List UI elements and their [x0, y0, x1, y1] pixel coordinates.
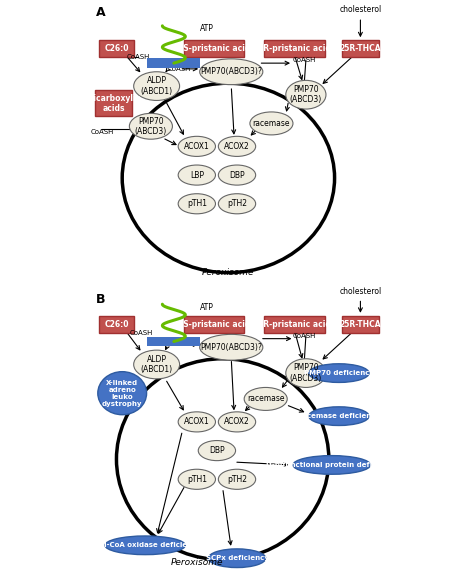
- Ellipse shape: [208, 549, 266, 568]
- FancyBboxPatch shape: [184, 40, 244, 57]
- Text: CoASH: CoASH: [169, 342, 193, 347]
- Text: pTH1: pTH1: [187, 475, 207, 484]
- FancyBboxPatch shape: [99, 40, 134, 57]
- Text: 2R-pristanic acid: 2R-pristanic acid: [258, 44, 331, 53]
- Ellipse shape: [219, 193, 255, 214]
- Text: ACOX1: ACOX1: [184, 417, 210, 426]
- Ellipse shape: [178, 412, 216, 432]
- Text: X-linked
adreno
leuko
dystrophy: X-linked adreno leuko dystrophy: [102, 379, 143, 407]
- Text: 25R-THCA: 25R-THCA: [339, 320, 381, 329]
- FancyBboxPatch shape: [147, 58, 200, 68]
- Text: racemase: racemase: [247, 394, 284, 404]
- Ellipse shape: [250, 112, 293, 135]
- FancyBboxPatch shape: [147, 336, 200, 346]
- Text: C26:0: C26:0: [104, 44, 129, 53]
- Text: 25R-THCA: 25R-THCA: [339, 44, 381, 53]
- Ellipse shape: [134, 72, 180, 100]
- Text: pTH1: pTH1: [187, 199, 207, 208]
- Text: LBP: LBP: [190, 170, 204, 180]
- Text: cholesterol: cholesterol: [339, 5, 382, 14]
- Ellipse shape: [178, 165, 216, 185]
- Text: B: B: [96, 293, 106, 306]
- Text: 2S-pristanic acid: 2S-pristanic acid: [178, 320, 250, 329]
- Text: CoASH: CoASH: [129, 330, 153, 336]
- Ellipse shape: [309, 364, 369, 382]
- Ellipse shape: [244, 387, 287, 410]
- Text: ACOX2: ACOX2: [224, 417, 250, 426]
- Text: Acyl-CoA oxidase deficiency: Acyl-CoA oxidase deficiency: [90, 542, 201, 548]
- Text: ALDP
(ABCD1): ALDP (ABCD1): [141, 355, 173, 374]
- Ellipse shape: [200, 334, 263, 360]
- Text: PMP70(ABCD3)?: PMP70(ABCD3)?: [201, 67, 262, 76]
- Text: CoASH: CoASH: [293, 333, 316, 339]
- Text: PMP70
(ABCD3): PMP70 (ABCD3): [290, 85, 322, 104]
- Ellipse shape: [219, 470, 255, 489]
- Text: ACOX2: ACOX2: [224, 142, 250, 151]
- Ellipse shape: [286, 359, 326, 387]
- Text: DBP: DBP: [229, 170, 245, 180]
- Text: pTH2: pTH2: [227, 475, 247, 484]
- FancyBboxPatch shape: [342, 316, 379, 333]
- Ellipse shape: [198, 441, 236, 460]
- FancyBboxPatch shape: [264, 40, 325, 57]
- Text: DBP: DBP: [209, 446, 225, 455]
- Text: C26:0: C26:0: [104, 320, 129, 329]
- FancyBboxPatch shape: [184, 316, 244, 333]
- FancyBboxPatch shape: [264, 316, 325, 333]
- Ellipse shape: [129, 113, 173, 139]
- Text: ACOX1: ACOX1: [184, 142, 210, 151]
- Text: ALDP
(ABCD1): ALDP (ABCD1): [141, 76, 173, 96]
- Ellipse shape: [98, 372, 146, 414]
- Text: Peroxisome: Peroxisome: [202, 268, 255, 277]
- Text: SCPx deficiency: SCPx deficiency: [206, 555, 268, 561]
- Text: PMP70(ABCD3)?: PMP70(ABCD3)?: [201, 343, 262, 352]
- Ellipse shape: [286, 80, 326, 109]
- Text: CoASH: CoASH: [168, 66, 191, 72]
- Text: D-bifunctional protein deficiency: D-bifunctional protein deficiency: [266, 462, 397, 468]
- FancyBboxPatch shape: [99, 316, 134, 333]
- Text: Peroxisome: Peroxisome: [171, 558, 223, 567]
- Text: racemase: racemase: [253, 119, 290, 128]
- Ellipse shape: [178, 470, 216, 489]
- Ellipse shape: [219, 412, 255, 432]
- Text: 2S-pristanic acid: 2S-pristanic acid: [178, 44, 250, 53]
- Ellipse shape: [105, 536, 185, 554]
- Text: PMP70
(ABCD3): PMP70 (ABCD3): [135, 117, 167, 136]
- Ellipse shape: [178, 193, 216, 214]
- Text: A: A: [96, 6, 106, 19]
- Text: CoASH: CoASH: [91, 129, 114, 135]
- FancyBboxPatch shape: [342, 40, 379, 57]
- Ellipse shape: [200, 59, 263, 85]
- Ellipse shape: [134, 350, 180, 379]
- Text: Dicarboxylic
acids: Dicarboxylic acids: [87, 94, 140, 113]
- Ellipse shape: [309, 407, 369, 425]
- Ellipse shape: [178, 136, 216, 157]
- Ellipse shape: [293, 456, 371, 474]
- Text: CoASH: CoASH: [126, 55, 150, 60]
- Ellipse shape: [219, 165, 255, 185]
- Text: ATP: ATP: [200, 302, 214, 312]
- Text: ATP: ATP: [200, 24, 214, 33]
- Text: Racemase deficiency: Racemase deficiency: [297, 413, 380, 419]
- Text: cholesterol: cholesterol: [339, 286, 382, 296]
- Ellipse shape: [219, 136, 255, 157]
- Text: 2R-pristanic acid: 2R-pristanic acid: [258, 320, 331, 329]
- FancyBboxPatch shape: [95, 91, 132, 116]
- Text: CoASH: CoASH: [293, 57, 316, 63]
- Text: PMP70 deficiency: PMP70 deficiency: [304, 370, 374, 376]
- Text: PMP70
(ABCD3): PMP70 (ABCD3): [290, 363, 322, 383]
- Text: pTH2: pTH2: [227, 199, 247, 208]
